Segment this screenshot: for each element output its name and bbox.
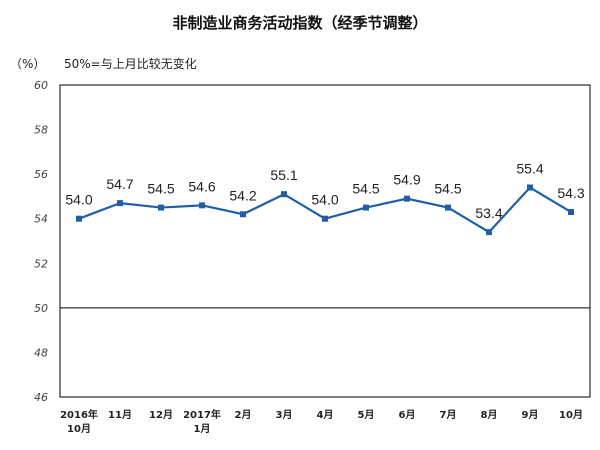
data-label: 54.9 xyxy=(393,172,420,188)
data-label: 54.0 xyxy=(311,192,338,208)
data-point xyxy=(76,215,82,222)
y-tick-label: 50 xyxy=(34,302,48,315)
y-tick-label: 60 xyxy=(34,79,48,92)
chart-title: 非制造业商务活动指数（经季节调整） xyxy=(172,14,428,32)
data-label: 54.3 xyxy=(557,185,584,201)
x-tick-label: 10月 xyxy=(559,409,583,421)
x-tick-label: 2月 xyxy=(235,409,252,421)
data-point xyxy=(158,204,164,211)
y-unit-label: （%） xyxy=(10,57,45,71)
x-tick-label: 6月 xyxy=(399,409,416,421)
x-tick-label: 9月 xyxy=(522,409,539,421)
data-point xyxy=(281,191,287,198)
x-tick-label: 8月 xyxy=(481,409,498,421)
data-point xyxy=(199,202,205,209)
data-label: 54.5 xyxy=(352,181,379,197)
data-label: 54.7 xyxy=(106,176,133,192)
data-labels: 54.0 54.7 54.5 54.6 54.2 55.1 54.0 54.5 54.9 54.5… xyxy=(65,161,584,222)
x-tick-label: 3月 xyxy=(276,409,293,421)
data-point xyxy=(527,184,533,191)
data-label: 54.5 xyxy=(147,181,174,197)
x-tick-label: 7月 xyxy=(440,409,457,421)
x-tick-label: 4月 xyxy=(317,409,334,421)
data-point xyxy=(568,209,574,216)
x-tick-label: 5月 xyxy=(358,409,375,421)
x-tick-label: 10月 xyxy=(67,423,91,435)
x-tick-label: 12月 xyxy=(149,409,173,421)
data-point xyxy=(404,195,410,202)
data-label: 54.5 xyxy=(434,181,461,197)
x-tick-label: 1月 xyxy=(194,423,211,435)
data-point xyxy=(363,204,369,211)
y-axis: 60 58 56 54 52 50 48 46 xyxy=(34,79,48,404)
data-label: 54.0 xyxy=(65,192,92,208)
x-axis: 2016年 10月 11月 12月 2017年 1月 2月 3月 4月 5月 6月 7月 8月 9月 10月 xyxy=(60,408,583,435)
x-tick-label: 11月 xyxy=(108,409,132,421)
x-tick-label: 2017年 xyxy=(183,408,221,421)
data-label: 55.1 xyxy=(270,167,297,183)
y-tick-label: 46 xyxy=(34,391,48,404)
data-points xyxy=(76,184,574,236)
data-point xyxy=(486,229,492,236)
data-point xyxy=(117,200,123,207)
data-label: 55.4 xyxy=(516,161,543,177)
data-label: 53.4 xyxy=(475,205,502,221)
y-tick-label: 48 xyxy=(34,346,48,359)
data-label: 54.6 xyxy=(188,178,215,194)
y-tick-label: 52 xyxy=(34,257,48,270)
data-point xyxy=(240,211,246,218)
y-tick-label: 58 xyxy=(34,124,48,137)
plot-frame xyxy=(59,84,591,398)
data-point xyxy=(322,215,328,222)
x-tick-label: 2016年 xyxy=(60,408,98,421)
data-label: 54.2 xyxy=(229,187,256,203)
y-tick-label: 56 xyxy=(34,168,48,181)
data-point xyxy=(445,204,451,211)
y-tick-label: 54 xyxy=(34,213,48,226)
reference-note: 50%=与上月比较无变化 xyxy=(64,56,197,71)
